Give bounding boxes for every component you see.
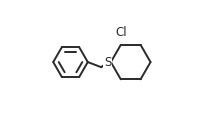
Text: Cl: Cl: [115, 26, 126, 39]
Text: S: S: [104, 56, 111, 69]
